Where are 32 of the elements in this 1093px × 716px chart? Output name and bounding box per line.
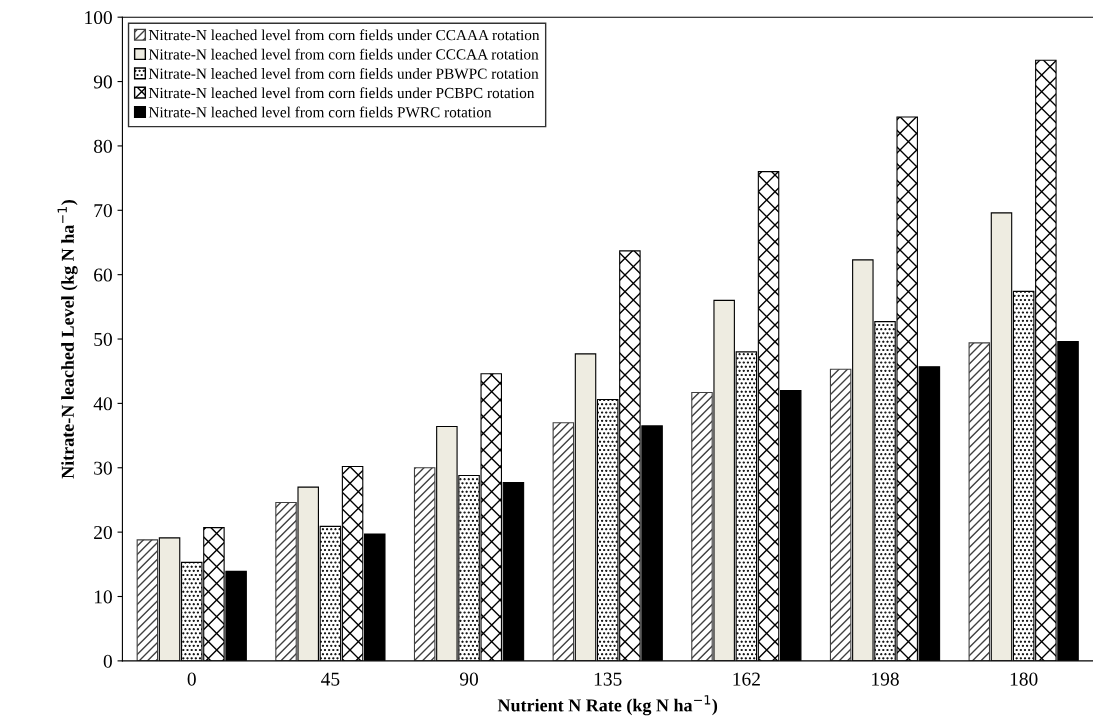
y-tick-label: 40 <box>93 397 112 411</box>
bar <box>413 467 436 661</box>
x-tick-label: 0 <box>187 672 196 686</box>
x-tick-label: 162 <box>733 672 760 686</box>
y-tick-label: 100 <box>85 11 112 25</box>
y-tick-label: 90 <box>93 75 112 89</box>
x-axis-title: Nutrient N Rate (kg N ha$^{−1}$) <box>497 695 718 716</box>
y-tick-label: 10 <box>94 590 112 604</box>
y-tick-label: 30 <box>94 461 112 475</box>
y-axis-title: Nitrate-N leached Level (kg N ha$^{−1}$) <box>57 200 78 479</box>
bar <box>552 422 575 661</box>
bar <box>275 501 297 661</box>
bar <box>691 391 713 661</box>
bar <box>829 368 852 661</box>
y-tick-label: 60 <box>94 268 112 282</box>
y-tick-label: 50 <box>94 332 112 346</box>
x-tick-label: 135 <box>594 672 622 686</box>
legend-label: Nitrate-N leached level from corn fields under CCCAA rotation <box>148 48 539 60</box>
y-tick-label: 0 <box>103 654 112 668</box>
y-tick-label: 80 <box>93 139 112 153</box>
legend-label: Nitrate-N leached level from corn fields under PBWPC rotation <box>148 67 539 79</box>
y-tick-label: 70 <box>94 204 112 218</box>
x-tick-label: 198 <box>872 672 899 686</box>
legend-label: Nitrate-N leached level from corn fields under PCBPC rotation <box>148 87 535 99</box>
bar <box>968 342 991 661</box>
x-tick-label: 90 <box>459 672 479 686</box>
x-tick-label: 180 <box>1010 672 1038 686</box>
y-tick-label: 20 <box>94 525 112 540</box>
bar <box>136 539 159 661</box>
legend-label: Nitrate-N leached level from corn fields PWRC rotation <box>148 106 492 118</box>
legend-label: Nitrate-N leached level from corn fields under CCAAA rotation <box>148 29 540 41</box>
x-tick-label: 45 <box>321 672 340 686</box>
